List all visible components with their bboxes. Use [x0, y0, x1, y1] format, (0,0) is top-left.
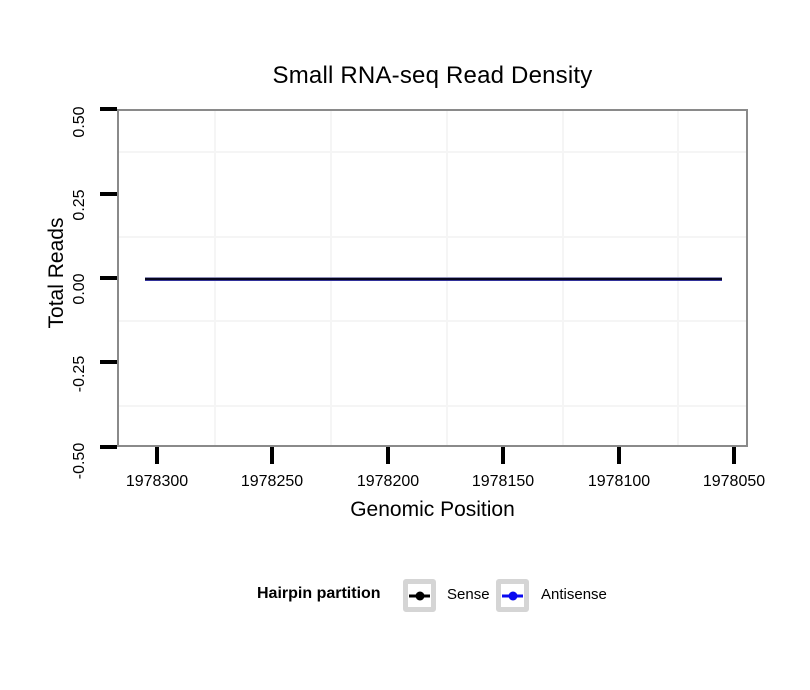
- x-tick-label: 1978150: [471, 473, 535, 490]
- y-tick-mark: [100, 192, 117, 196]
- sense-point-icon: [415, 591, 424, 600]
- x-tick-label: 1978100: [587, 473, 651, 490]
- y-tick-mark: [100, 107, 117, 111]
- minor-gridline-horizontal: [119, 236, 746, 238]
- x-tick-label: 1978200: [356, 473, 420, 490]
- plot-panel: [117, 109, 748, 447]
- x-tick-label: 1978300: [125, 473, 189, 490]
- x-tick-label: 1978250: [240, 473, 304, 490]
- x-tick-mark: [617, 447, 621, 464]
- minor-gridline-horizontal: [119, 405, 746, 407]
- x-tick-mark: [155, 447, 159, 464]
- legend-label-sense: Sense: [447, 586, 490, 603]
- y-tick-mark: [100, 445, 117, 449]
- x-tick-mark: [386, 447, 390, 464]
- legend-key-sense: [403, 579, 436, 612]
- read-density-line-sense-antisense-overlap: [145, 277, 722, 281]
- chart-title: Small RNA-seq Read Density: [272, 62, 593, 89]
- x-tick-mark: [270, 447, 274, 464]
- x-tick-mark: [732, 447, 736, 464]
- y-tick-mark: [100, 360, 117, 364]
- x-axis-title: Genomic Position: [350, 498, 515, 521]
- minor-gridline-horizontal: [119, 320, 746, 322]
- x-tick-mark: [501, 447, 505, 464]
- minor-gridline-horizontal: [119, 151, 746, 153]
- legend-title: Hairpin partition: [257, 585, 381, 602]
- legend-label-antisense: Antisense: [541, 586, 607, 603]
- x-tick-label: 1978050: [702, 473, 766, 490]
- legend-key-antisense: [496, 579, 529, 612]
- antisense-point-icon: [508, 591, 517, 600]
- y-tick-mark: [100, 276, 117, 280]
